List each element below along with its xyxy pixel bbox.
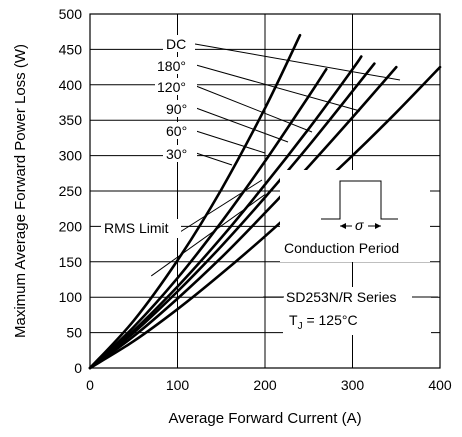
x-axis-title: Average Forward Current (A) bbox=[168, 410, 361, 427]
conduction-period-inset: σ Conduction Period bbox=[280, 170, 430, 262]
series-info: SD253N/R Series TJ = 125°C bbox=[263, 287, 438, 335]
conduction-period-label: Conduction Period bbox=[284, 240, 399, 256]
y-tick-label: 200 bbox=[59, 218, 83, 234]
series-group bbox=[88, 33, 442, 370]
series-line-2 bbox=[88, 62, 376, 370]
120-leader bbox=[195, 85, 313, 133]
x-tick-label: 200 bbox=[253, 377, 277, 393]
series-label-60: 60° bbox=[166, 123, 187, 139]
dc-leader bbox=[194, 43, 401, 81]
180-leader bbox=[195, 64, 361, 112]
series-line-0 bbox=[88, 65, 442, 370]
series-name-label: SD253N/R Series bbox=[286, 289, 397, 305]
series-label-dc: DC bbox=[166, 36, 186, 52]
conduction-waveform bbox=[321, 180, 398, 220]
series-label-30: 30° bbox=[166, 146, 187, 162]
rms-limit-line bbox=[150, 194, 266, 277]
y-tick-label: 450 bbox=[59, 41, 83, 57]
conduction-arrow-head-left bbox=[340, 223, 346, 229]
y-tick-label: 0 bbox=[74, 360, 82, 376]
plot-frame bbox=[89, 13, 441, 369]
tick-labels: 0 100 200 300 400 0 50 100 150 200 250 300 350 400 450… bbox=[59, 6, 452, 393]
60-leader bbox=[195, 130, 266, 154]
series-line-1 bbox=[88, 65, 398, 370]
x-tick-label: 300 bbox=[341, 377, 365, 393]
y-tick-label: 350 bbox=[59, 112, 83, 128]
y-tick-label: 400 bbox=[59, 77, 83, 93]
30-leader bbox=[195, 152, 233, 166]
series-labels: DC 180° 120° 90° 60° 30° bbox=[155, 35, 197, 162]
y-tick-label: 250 bbox=[59, 183, 83, 199]
series-label-120: 120° bbox=[157, 79, 186, 95]
conduction-symbol: σ bbox=[355, 217, 364, 233]
y-axis-title: Maximum Average Forward Power Loss (W) bbox=[12, 44, 29, 338]
series-label-90: 90° bbox=[166, 101, 187, 117]
y-tick-label: 100 bbox=[59, 289, 83, 305]
90-leader bbox=[195, 107, 289, 143]
rms-limit-leader bbox=[179, 179, 263, 233]
series-label-180: 180° bbox=[157, 58, 186, 74]
y-tick-label: 150 bbox=[59, 254, 83, 270]
y-tick-label: 300 bbox=[59, 148, 83, 164]
x-tick-label: 100 bbox=[166, 377, 190, 393]
x-tick-label: 0 bbox=[86, 377, 94, 393]
series-label-leaders bbox=[179, 43, 401, 233]
y-tick-label: 500 bbox=[59, 6, 83, 22]
x-tick-label: 400 bbox=[428, 377, 452, 393]
y-tick-label: 50 bbox=[66, 325, 82, 341]
rms-limit-label: RMS Limit bbox=[104, 220, 169, 236]
conduction-arrow-head-right bbox=[375, 223, 381, 229]
tj-label: TJ = 125°C bbox=[289, 312, 358, 332]
series-line-5 bbox=[88, 33, 302, 370]
